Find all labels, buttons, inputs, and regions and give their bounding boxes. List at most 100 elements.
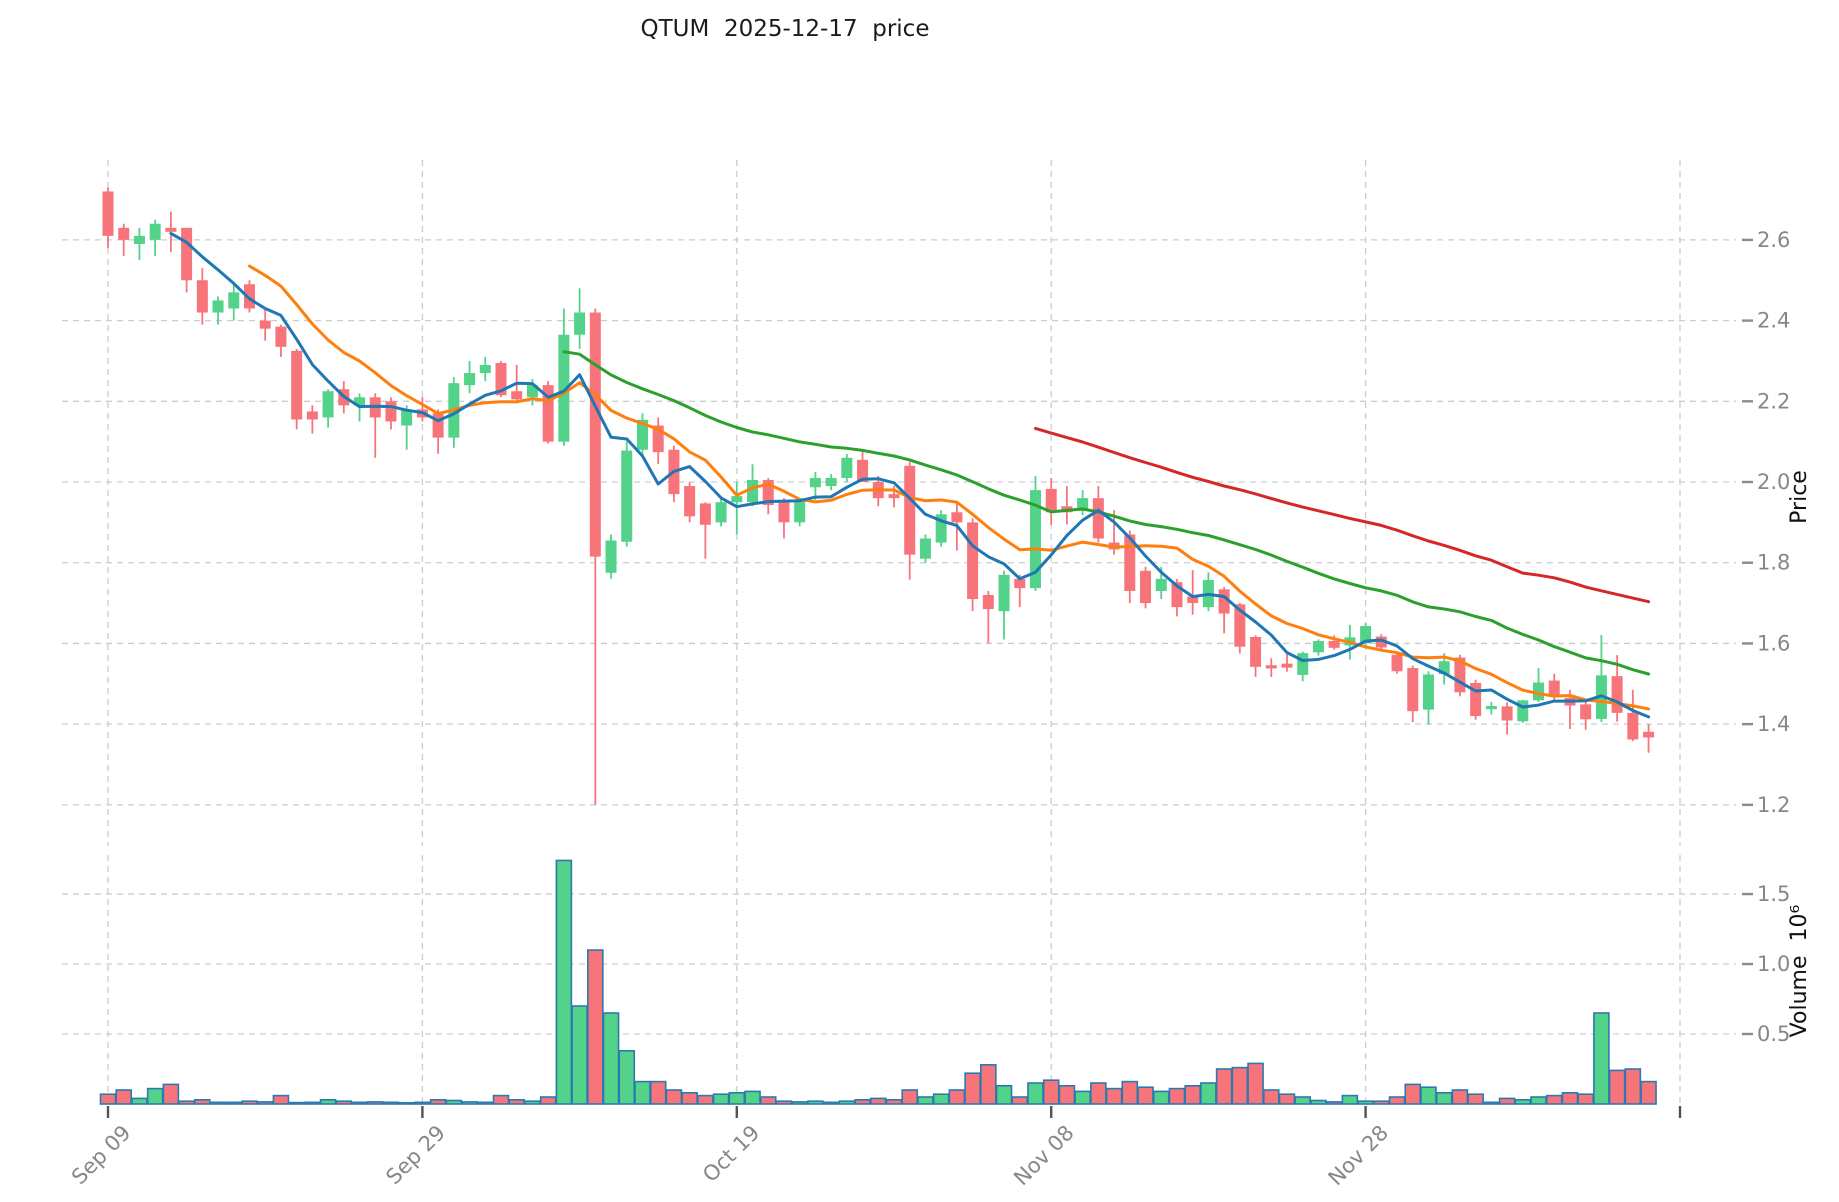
candle-body [1077, 498, 1089, 511]
date-tick-label: Sep 09 [67, 1121, 136, 1190]
candle-body [1029, 490, 1041, 589]
volume-bar [1262, 1089, 1280, 1105]
volume-bar [917, 1096, 934, 1105]
volume-bar [1137, 1086, 1154, 1105]
candle-body [1627, 712, 1639, 740]
volume-bar [304, 1101, 321, 1105]
volume-bar [1011, 1096, 1029, 1105]
volume-bar [869, 1097, 887, 1105]
volume-bar [744, 1090, 761, 1105]
volume-bar [901, 1089, 919, 1105]
ma-30-line [562, 350, 1651, 676]
volume-bar [807, 1100, 824, 1105]
volume-bar [1420, 1086, 1437, 1105]
candle-body [684, 486, 696, 517]
candle-body [1014, 578, 1026, 589]
volume-bar [759, 1096, 777, 1105]
candle-body [228, 292, 240, 309]
ma-5-line [169, 231, 1651, 719]
price-tick-label: 2.4 [1757, 309, 1790, 333]
price-tick-label: 2.6 [1757, 228, 1790, 252]
volume-bar [1152, 1090, 1170, 1105]
volume-bar [1027, 1082, 1044, 1105]
volume-bar [492, 1094, 510, 1105]
volume-bar [335, 1100, 353, 1105]
chart-title: QTUM 2025-12-17 price [641, 16, 930, 42]
candle-body [1234, 604, 1246, 647]
date-tick-label: Nov 08 [1009, 1121, 1079, 1191]
volume-bar [885, 1099, 903, 1105]
price-tick-label: 1.4 [1757, 712, 1790, 736]
volume-axis-label: Volume 10⁶ [1787, 905, 1812, 1038]
candle-body [495, 362, 507, 396]
candle-body [1187, 596, 1199, 604]
axes-ticks-and-labels: 1.2 1.4 1.6 1.8 2.0 2.2 2.4 2.6 0.5 1.0 1.5 Sep 09 S… [67, 228, 1812, 1190]
candle-body [118, 227, 130, 240]
volume-bar [822, 1101, 840, 1105]
volume-bar [980, 1064, 997, 1105]
candle-body [1045, 488, 1057, 513]
volume-bar [115, 1089, 133, 1105]
candle-body [1124, 534, 1136, 591]
candle-body [259, 320, 271, 329]
volume-bar [571, 1005, 588, 1105]
price-axis-label: Price [1787, 470, 1812, 524]
volume-bar [414, 1101, 431, 1105]
candle-body [1643, 731, 1655, 738]
volume-bar [995, 1085, 1013, 1105]
volume-bar [524, 1100, 541, 1105]
volume-bar [1294, 1096, 1312, 1105]
volume-bar [146, 1087, 164, 1105]
candle-body [605, 540, 617, 573]
candle-body [291, 350, 303, 420]
volume-bar [1074, 1090, 1091, 1105]
candle-body [165, 227, 177, 232]
moving-average-lines [169, 231, 1651, 719]
volume-bar [1247, 1062, 1264, 1105]
candle-body [1580, 704, 1592, 720]
candle-body [275, 326, 287, 347]
volume-bar [272, 1094, 290, 1105]
volume-bar [1278, 1093, 1296, 1105]
candle-body [1218, 589, 1230, 614]
volume-bar [1545, 1094, 1563, 1105]
candle-body [196, 280, 208, 313]
volume-bar [697, 1094, 714, 1105]
volume-bar [1215, 1068, 1233, 1105]
volume-bar [1608, 1069, 1626, 1105]
volume-bar [854, 1099, 871, 1105]
volume-bar [665, 1089, 683, 1105]
volume-bar [398, 1102, 415, 1105]
candle-body [385, 401, 397, 422]
candle-body [1422, 674, 1434, 710]
candle-body [699, 503, 711, 525]
candle-body [715, 502, 727, 523]
volume-bar [602, 1012, 620, 1105]
candle-body [1391, 654, 1403, 672]
candle-body [904, 465, 916, 555]
price-tick-label: 1.8 [1757, 551, 1790, 575]
volume-bar [1184, 1085, 1201, 1105]
volume-bar [508, 1099, 526, 1105]
volume-bar [1483, 1101, 1500, 1105]
volume-bar [964, 1072, 981, 1105]
candle-body [464, 373, 476, 386]
candle-body [747, 479, 759, 503]
candle-body [951, 512, 963, 523]
candle-body [919, 538, 931, 559]
volume-bar [1231, 1066, 1249, 1105]
volume-bar [1090, 1082, 1107, 1105]
volume-bar [1514, 1099, 1532, 1105]
candle-body [479, 364, 491, 374]
volume-bar [681, 1092, 698, 1105]
volume-bar [1200, 1082, 1217, 1105]
volume-bar [99, 1093, 117, 1105]
candle-body [322, 391, 334, 418]
volume-bar [1042, 1079, 1060, 1105]
candle-body [401, 409, 413, 426]
candle-body [857, 459, 869, 483]
candle-body [636, 419, 648, 450]
volume-bar [1435, 1092, 1453, 1105]
candle-body [809, 477, 821, 488]
